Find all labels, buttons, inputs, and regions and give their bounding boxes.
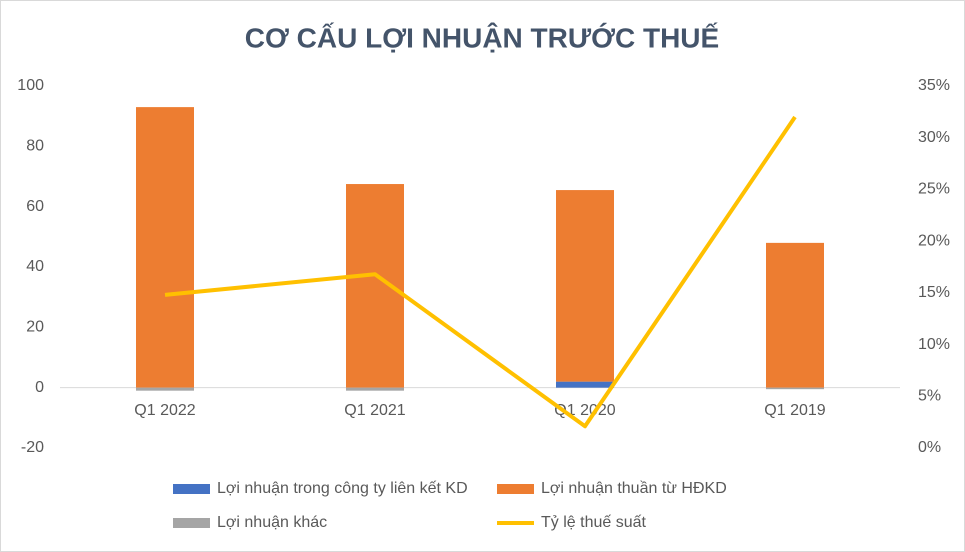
bar [136,107,194,388]
bar [766,387,824,390]
bar [346,387,404,391]
y-tick-label: -20 [21,439,44,456]
y2-tick-label: 30% [918,129,950,146]
chart-title: CƠ CẤU LỢI NHUẬN TRƯỚC THUẾ [245,22,719,53]
y-tick-label: 80 [26,138,44,155]
x-tick-label: Q1 2021 [344,402,405,419]
legend-swatch [173,518,210,528]
y2-tick-label: 20% [918,232,950,249]
legend-label: Lợi nhuận trong công ty liên kết KD [217,480,468,497]
y2-tick-label: 25% [918,181,950,198]
legend-label: Tỷ lệ thuế suất [541,514,647,531]
x-tick-label: Q1 2019 [764,402,825,419]
legend-label: Lợi nhuận khác [217,514,327,531]
bar [556,190,614,382]
line-series [164,115,797,429]
y2-tick-label: 15% [918,284,950,301]
y2-tick-label: 10% [918,336,950,353]
bar [136,387,194,391]
legend-label: Lợi nhuận thuần từ HĐKD [541,480,727,497]
y-tick-label: 60 [26,198,44,215]
bar [556,381,614,388]
y-tick-label: 20 [26,319,44,336]
bar [766,242,824,388]
y2-tick-label: 0% [918,439,941,456]
y2-tick-label: 35% [918,77,950,94]
legend-swatch [173,484,210,494]
y-tick-label: 40 [26,258,44,275]
y-tick-label: 0 [35,379,44,396]
legend-swatch [497,484,534,494]
y-tick-label: 100 [17,77,44,94]
y2-tick-label: 5% [918,388,941,405]
x-tick-label: Q1 2022 [134,402,195,419]
bar [346,184,404,388]
